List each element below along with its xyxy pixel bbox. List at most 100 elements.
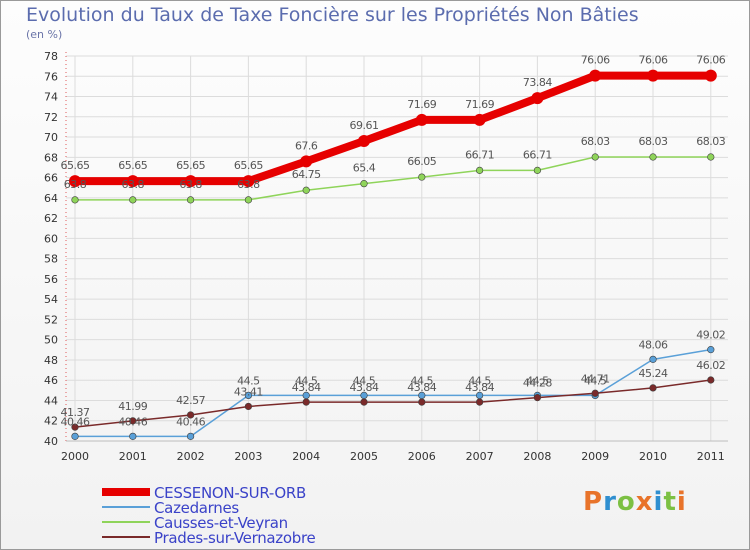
logo-letter: P bbox=[583, 487, 604, 517]
data-point bbox=[415, 113, 428, 126]
data-point bbox=[187, 432, 195, 440]
x-tick-label: 2007 bbox=[466, 450, 494, 463]
data-point bbox=[704, 69, 717, 82]
data-label: 68.03 bbox=[696, 135, 725, 148]
data-label: 68.03 bbox=[639, 135, 668, 148]
logo-letter: i bbox=[653, 487, 664, 517]
data-label: 63.8 bbox=[179, 178, 202, 191]
x-tick-label: 2000 bbox=[61, 450, 89, 463]
data-label: 44.5 bbox=[411, 374, 434, 387]
data-label: 66.71 bbox=[465, 148, 494, 161]
data-label: 49.02 bbox=[696, 329, 725, 342]
data-label: 41.99 bbox=[118, 400, 147, 413]
data-point bbox=[69, 175, 81, 188]
data-label: 42.57 bbox=[176, 394, 205, 407]
legend-label: Prades-sur-Vernazobre bbox=[154, 529, 316, 547]
logo-letter: t bbox=[663, 487, 677, 517]
series-line bbox=[74, 379, 712, 428]
x-tick-label: 2011 bbox=[697, 450, 725, 463]
data-point bbox=[244, 391, 252, 400]
chart-title: Evolution du Taux de Taxe Foncière sur l… bbox=[26, 4, 639, 26]
data-point bbox=[649, 355, 657, 363]
proxiti-logo: Proxiti bbox=[583, 487, 687, 517]
data-point bbox=[591, 389, 599, 397]
data-point bbox=[242, 175, 255, 188]
x-tick-label: 2008 bbox=[523, 450, 551, 463]
logo-letter: x bbox=[635, 487, 654, 517]
data-label: 64.75 bbox=[292, 168, 321, 181]
data-point bbox=[71, 432, 79, 440]
data-label: 44.5 bbox=[237, 374, 260, 387]
y-tick-label: 62 bbox=[44, 212, 58, 225]
data-label: 65.4 bbox=[353, 162, 376, 175]
data-label: 68.03 bbox=[581, 135, 610, 148]
data-point bbox=[244, 402, 252, 411]
data-point bbox=[129, 196, 137, 204]
y-tick-label: 44 bbox=[44, 394, 58, 407]
legend-label: Causses-et-Veyran bbox=[154, 514, 288, 532]
data-label: 66.05 bbox=[407, 155, 436, 168]
data-point bbox=[244, 196, 252, 204]
data-label: 73.84 bbox=[523, 76, 552, 89]
data-point bbox=[531, 92, 544, 105]
data-label: 44.5 bbox=[295, 374, 318, 387]
y-tick-label: 50 bbox=[44, 334, 58, 347]
y-tick-label: 70 bbox=[44, 131, 58, 144]
data-label: 69.61 bbox=[350, 119, 379, 132]
data-point bbox=[126, 175, 139, 188]
x-tick-label: 2006 bbox=[408, 450, 436, 463]
series-line bbox=[74, 348, 712, 438]
data-label: 76.06 bbox=[696, 54, 725, 67]
y-tick-label: 40 bbox=[44, 435, 58, 448]
data-point bbox=[591, 153, 599, 161]
data-point bbox=[418, 173, 426, 181]
legend-swatch bbox=[102, 488, 150, 496]
x-tick-label: 2002 bbox=[177, 450, 205, 463]
data-point bbox=[707, 346, 715, 354]
data-point bbox=[533, 394, 542, 402]
data-label: 76.06 bbox=[639, 54, 668, 67]
legend-swatch bbox=[102, 536, 150, 538]
y-tick-label: 78 bbox=[44, 50, 58, 63]
data-point bbox=[302, 398, 310, 406]
data-label: 44.5 bbox=[526, 374, 549, 387]
y-tick-label: 52 bbox=[44, 313, 58, 326]
data-point bbox=[187, 411, 195, 419]
y-tick-label: 48 bbox=[44, 354, 58, 367]
data-label: 48.06 bbox=[639, 338, 668, 351]
data-label: 40.46 bbox=[61, 415, 90, 428]
legend-label: Cazedarnes bbox=[154, 499, 239, 517]
legend-item-causses: Causses-et-Veyran bbox=[102, 514, 342, 532]
data-label: 65.65 bbox=[61, 159, 90, 172]
data-point bbox=[129, 432, 137, 440]
data-point bbox=[476, 166, 484, 174]
data-point bbox=[360, 398, 368, 406]
data-point bbox=[187, 196, 195, 204]
y-tick-label: 74 bbox=[44, 91, 58, 104]
data-point bbox=[71, 423, 79, 431]
data-label: 63.8 bbox=[64, 178, 87, 191]
y-tick-label: 64 bbox=[44, 192, 58, 205]
data-point bbox=[360, 180, 368, 188]
data-label: 67.6 bbox=[295, 139, 318, 152]
data-point bbox=[589, 69, 602, 82]
y-tick-label: 68 bbox=[44, 151, 58, 164]
data-label: 43.84 bbox=[350, 381, 379, 394]
logo-letter: o bbox=[616, 487, 636, 517]
data-point bbox=[647, 69, 659, 82]
data-label: 76.06 bbox=[581, 54, 610, 67]
series-line bbox=[74, 156, 712, 201]
data-point bbox=[300, 155, 313, 168]
data-label: 65.65 bbox=[176, 159, 205, 172]
unit-label: (en %) bbox=[26, 28, 63, 41]
y-tick-label: 46 bbox=[44, 374, 58, 387]
data-label: 65.65 bbox=[118, 159, 147, 172]
data-label: 41.37 bbox=[61, 406, 90, 419]
data-label: 46.02 bbox=[696, 359, 725, 372]
y-tick-label: 60 bbox=[44, 232, 58, 245]
y-tick-label: 42 bbox=[44, 415, 58, 428]
data-label: 43.84 bbox=[407, 381, 436, 394]
data-label: 40.46 bbox=[176, 415, 205, 428]
